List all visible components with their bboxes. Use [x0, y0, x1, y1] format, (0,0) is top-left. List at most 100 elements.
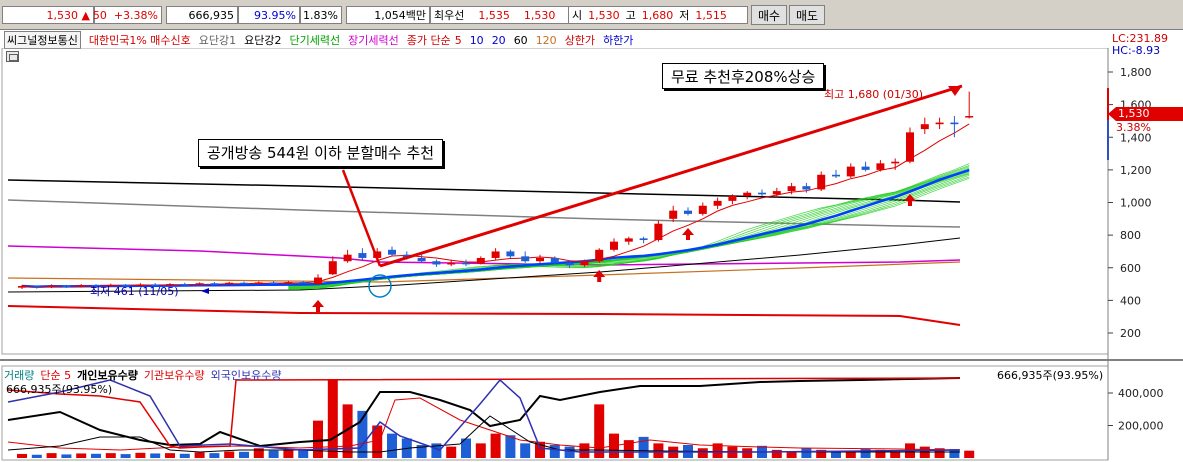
legend-ma20[interactable]: 20 — [491, 33, 506, 47]
volume-left-value: 666,935주(93.95%) — [6, 383, 113, 396]
change-cell: 50 +3.38% — [93, 6, 162, 24]
short-force-band-line — [288, 173, 970, 286]
volume-bar — [431, 443, 442, 458]
ohl-cell: 시 1,530 고 1,680 저 1,515 — [568, 6, 748, 24]
candle-body — [698, 205, 707, 214]
price-axis-label: 600 — [1120, 262, 1141, 275]
candle-body — [550, 257, 559, 263]
sell-button[interactable]: 매도 — [789, 5, 825, 25]
change-percent: +3.38% — [113, 8, 158, 22]
grid-icon[interactable] — [6, 51, 19, 62]
volume-bar — [535, 441, 545, 458]
volume-bar — [105, 453, 116, 458]
volume-bar — [224, 451, 235, 458]
legend-institution[interactable]: 기관보유수량 — [143, 369, 205, 382]
candle-body — [210, 283, 219, 285]
volume-cell: 666,935 — [166, 6, 238, 24]
volume-legend: 거래량 단순 5 개인보유수량 기관보유수량 외국인보유수량 — [4, 367, 281, 383]
candle-body — [565, 262, 574, 266]
volume-bar — [623, 440, 634, 458]
legend-short-line[interactable]: 단기세력선 — [289, 34, 341, 47]
lower-limit-line — [7, 305, 961, 326]
legend-foreign[interactable]: 외국인보유수량 — [210, 369, 282, 382]
legend-volume-ma[interactable]: 단순 5 — [40, 369, 72, 382]
legend-long-line[interactable]: 장기세력선 — [348, 34, 399, 47]
candle-body — [314, 277, 322, 285]
legend-ma10[interactable]: 10 — [469, 33, 484, 47]
buy-signal-arrow-icon — [682, 228, 694, 240]
candle-body — [225, 282, 234, 285]
lc-value: LC:231.89 — [1112, 32, 1169, 45]
candle-body — [684, 210, 692, 214]
volume-bar — [475, 443, 486, 458]
volume-bar — [313, 420, 323, 458]
candle-body — [846, 166, 855, 177]
buy-button[interactable]: 매수 — [751, 5, 787, 25]
legend-ma-label[interactable]: 종가 단순 — [406, 34, 451, 47]
volume-bar — [934, 448, 945, 458]
legend-ma120[interactable]: 120 — [535, 33, 557, 47]
legend-yodan1[interactable]: 요단강1 — [198, 34, 237, 47]
price-axis-label: 1,200 — [1120, 164, 1152, 177]
candle-body — [950, 122, 959, 125]
candle-body — [299, 282, 308, 284]
legend-buy-signal[interactable]: 대한민국1% 매수신호 — [88, 34, 191, 47]
legend-upper-limit[interactable]: 상한가 — [564, 34, 596, 47]
candle-body — [491, 251, 500, 258]
legend-lower-limit[interactable]: 하한가 — [603, 34, 634, 47]
volume-bar — [135, 452, 146, 458]
candle-body — [373, 251, 382, 258]
legend-individual[interactable]: 개인보유수량 — [77, 369, 138, 382]
candle-body — [77, 285, 86, 287]
low-marker-arrow-icon — [201, 288, 209, 294]
callout-pointer — [341, 169, 382, 267]
volume-bar — [549, 445, 560, 458]
volume-bar — [268, 450, 279, 458]
candle-body — [506, 251, 515, 257]
legend-ma5[interactable]: 5 — [454, 33, 462, 47]
recommend-callout: 공개방송 544원 이하 분할매수 추천 — [198, 139, 444, 167]
candle-body — [106, 284, 115, 287]
volume-value: 666,935 — [188, 8, 235, 22]
low-price-label: 최저 461 (11/05) — [90, 285, 179, 298]
foreign-holding-line — [7, 378, 961, 453]
candle-body — [891, 161, 900, 164]
price-axis-label: 1,000 — [1120, 197, 1152, 210]
legend-yodan2[interactable]: 요단강2 — [244, 34, 282, 47]
candle-body — [388, 249, 396, 255]
legend-ma60[interactable]: 60 — [513, 33, 528, 47]
volume-bar — [816, 449, 827, 458]
ma120-line — [7, 261, 961, 283]
volume-bar — [771, 449, 782, 458]
candle-body — [787, 186, 796, 192]
candle-body — [728, 195, 737, 201]
candle-body — [654, 223, 663, 241]
volume-bar — [179, 453, 190, 458]
candle-body — [624, 238, 633, 242]
price-axis-label: 200 — [1120, 327, 1141, 340]
candle-body — [713, 200, 722, 206]
volume-bar — [890, 451, 901, 458]
volume-axis-label: 400,000 — [1118, 387, 1164, 400]
best-label: 최우선 — [434, 9, 465, 22]
candle-body — [536, 257, 544, 262]
volume-bars — [17, 380, 975, 458]
trade-amount: 1,054백만 — [374, 9, 426, 22]
indicator-legend: 씨그널정보통신 대한민국1% 매수신호 요단강1 요단강2 단기세력선 장기세력… — [4, 31, 634, 49]
up-arrow-icon: ▲ — [81, 8, 90, 22]
candle-body — [136, 284, 145, 286]
candle-body — [906, 132, 914, 162]
legend-stock-name[interactable]: 씨그널정보통신 — [4, 31, 81, 49]
volume-bar — [461, 438, 471, 458]
candle-body — [610, 241, 618, 250]
volume-bar — [372, 425, 383, 458]
candle-body — [476, 257, 485, 264]
legend-volume[interactable]: 거래량 — [4, 369, 35, 382]
long-trend-line-gray — [7, 199, 961, 228]
best-quote-cell: 최우선 1,535 1,530 — [430, 6, 574, 24]
volume-right-value: 666,935주(93.95%) — [997, 369, 1104, 382]
volume-bar — [416, 445, 427, 458]
quote-toolbar: 1,530 ▲ 50 +3.38% 666,935 93.95% 1.83% 1… — [0, 0, 1183, 30]
